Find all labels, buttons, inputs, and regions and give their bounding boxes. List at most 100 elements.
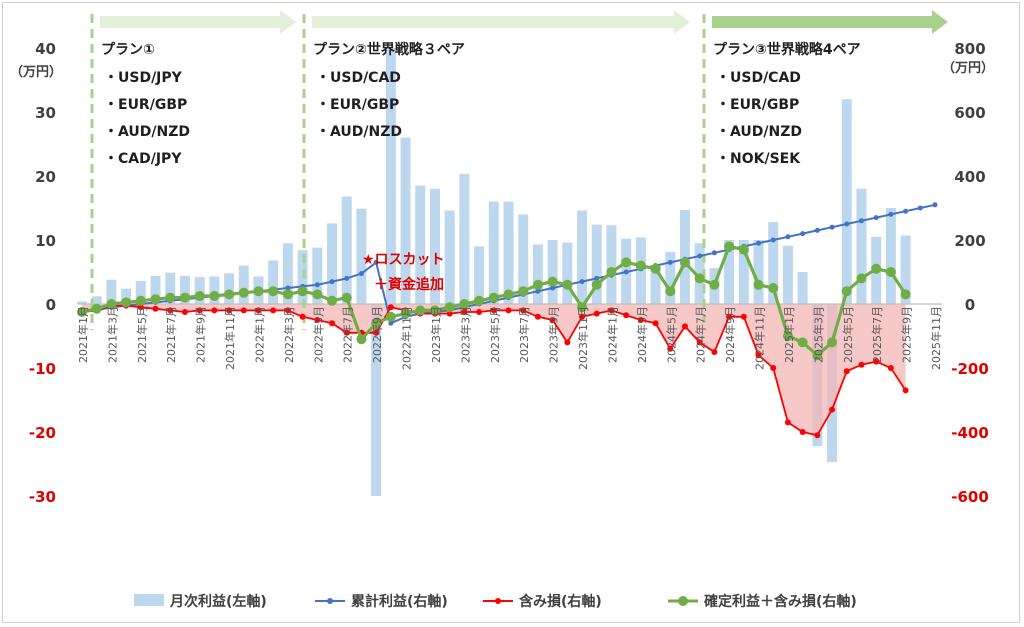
plan2-arrow-shaft	[312, 16, 676, 28]
realized-plus-unrealized-point	[827, 337, 838, 348]
monthly-profit-bar	[665, 252, 676, 304]
plan1-annotation-pair: ・EUR/GBP	[104, 97, 187, 113]
cumulative-profit-point	[756, 240, 762, 246]
unrealized-loss-point	[461, 309, 468, 315]
realized-plus-unrealized-point	[91, 303, 102, 314]
cumulative-profit-point	[697, 253, 703, 259]
monthly-profit-bar	[194, 277, 205, 304]
monthly-profit-bar	[371, 304, 382, 496]
monthly-profit-bar	[444, 210, 455, 304]
unrealized-loss-point	[196, 307, 203, 314]
cumulative-profit-point	[373, 259, 379, 265]
right-axis-tick: 0	[965, 296, 975, 314]
monthly-profit-bar	[532, 244, 543, 304]
x-tick-label: 2022年1月	[252, 306, 266, 363]
plan1-arrow-head	[280, 10, 296, 34]
x-tick-label: 2024年7月	[694, 306, 708, 363]
x-tick-label: 2024年5月	[664, 306, 678, 363]
x-tick-label: 2025年7月	[870, 306, 884, 363]
legend-label: 累計利益(右軸)	[351, 593, 448, 610]
unrealized-loss-point	[726, 313, 733, 320]
plan2-arrow-head	[674, 10, 690, 34]
cumulative-profit-point	[917, 205, 923, 211]
monthly-profit-bar	[782, 245, 793, 304]
plan3-annotation: プラン③世界戦略4ペア・USD/CAD ・EUR/GBP ・AUD/NZD ・NOK/…	[713, 41, 861, 167]
monthly-profit-bar	[150, 275, 161, 304]
legend-swatch-bar	[134, 594, 164, 606]
plan1-annotation-pair: ・CAD/JPY	[104, 151, 182, 167]
realized-plus-unrealized-point	[503, 289, 514, 300]
realized-plus-unrealized-point	[341, 292, 352, 303]
unrealized-loss-point	[829, 406, 836, 413]
monthly-profit-bar	[768, 222, 779, 304]
realized-plus-unrealized-point	[532, 279, 543, 290]
x-tick-label: 2023年11月	[576, 306, 590, 370]
cumulative-profit-point	[535, 288, 541, 294]
unrealized-loss-point	[623, 312, 630, 319]
realized-plus-unrealized-point	[709, 279, 720, 290]
realized-plus-unrealized-point	[165, 292, 176, 303]
monthly-profit-bar	[606, 225, 617, 304]
plan3-annotation-pair: ・EUR/GBP	[716, 97, 799, 113]
cumulative-profit-point	[285, 285, 291, 291]
realized-plus-unrealized-point	[121, 297, 132, 308]
realized-plus-unrealized-point	[606, 267, 617, 277]
realized-plus-unrealized-point	[871, 263, 882, 274]
plan3-arrow	[712, 10, 948, 34]
unrealized-loss-point	[637, 317, 644, 323]
monthly-profit-bar	[518, 214, 529, 304]
monthly-profit-bar	[415, 185, 426, 304]
realized-plus-unrealized-point	[253, 286, 264, 297]
realized-plus-unrealized-point	[429, 305, 440, 316]
monthly-profit-bar	[591, 224, 602, 304]
realized-plus-unrealized-point	[812, 350, 823, 361]
unrealized-loss-point	[652, 320, 659, 327]
monthly-profit-bar	[341, 196, 352, 304]
realized-plus-unrealized-point	[547, 276, 558, 287]
realized-plus-unrealized-point	[282, 289, 293, 300]
monthly-profit-bar	[856, 188, 867, 304]
realized-plus-unrealized-point	[150, 294, 161, 305]
monthly-profit-bar	[106, 279, 117, 304]
x-tick-label: 2023年1月	[429, 306, 443, 363]
x-tick-label: 2024年3月	[635, 306, 649, 363]
realized-plus-unrealized-point	[209, 291, 220, 301]
left-axis-tick: -30	[29, 488, 56, 506]
monthly-profit-bar	[400, 137, 411, 304]
unrealized-loss-point	[843, 368, 850, 375]
realized-plus-unrealized-point	[577, 302, 588, 313]
unrealized-loss-point	[446, 310, 453, 317]
cumulative-profit-point	[550, 285, 556, 291]
unrealized-loss-point	[667, 345, 674, 352]
left-axis-tick: -10	[29, 360, 56, 378]
monthly-profit-bar	[135, 280, 146, 304]
left-axis-tick: 40	[35, 40, 56, 58]
left-axis-tick: 30	[35, 104, 56, 122]
unrealized-loss-point	[608, 307, 615, 314]
unrealized-loss-point	[564, 339, 571, 346]
monthly-profit-bar	[753, 240, 764, 304]
unrealized-loss-point	[284, 307, 291, 314]
unrealized-loss-point	[534, 313, 541, 320]
realized-plus-unrealized-point	[679, 257, 690, 268]
cumulative-profit-point	[314, 282, 320, 288]
cumulative-profit-point	[932, 202, 938, 208]
monthly-profit-bar	[238, 265, 249, 304]
monthly-profit-bar	[503, 201, 514, 304]
plan2-annotation: プラン②世界戦略３ペア・USD/CAD ・EUR/GBP ・AUD/NZD	[313, 41, 465, 140]
plan1-annotation-title: プラン①	[101, 42, 155, 58]
unrealized-loss-point	[681, 323, 688, 330]
legend: 月次利益(左軸) 累計利益(右軸) 含み損(右軸) 確定利益＋含み損(右軸)	[134, 593, 857, 610]
legend-swatch-marker	[495, 598, 501, 604]
realized-plus-unrealized-point	[635, 260, 646, 271]
right-axis-tick: -400	[951, 424, 989, 442]
x-tick-label: 2022年11月	[400, 306, 414, 370]
unrealized-loss-point	[476, 309, 483, 315]
realized-plus-unrealized-point	[621, 257, 632, 268]
left-axis-tick: 0	[46, 296, 56, 314]
monthly-profit-bar	[459, 174, 470, 304]
unrealized-loss-point	[137, 304, 144, 311]
cumulative-profit-point	[858, 218, 864, 224]
realized-plus-unrealized-point	[768, 283, 779, 293]
